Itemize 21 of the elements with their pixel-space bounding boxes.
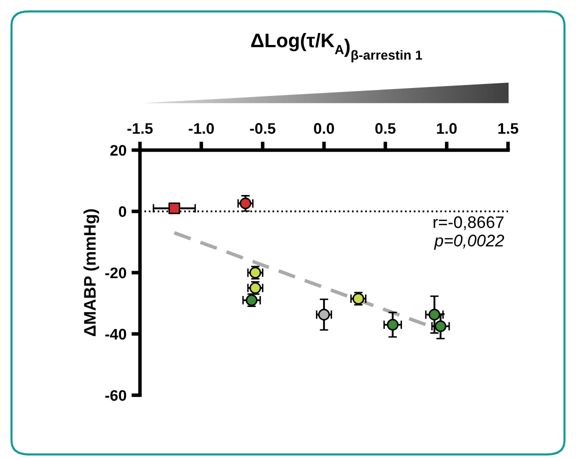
y-axis-title: ΔMABP (mmHg) <box>84 209 100 336</box>
x-tick-label: 1.5 <box>498 123 518 134</box>
y-tick-label: 20 <box>110 144 126 156</box>
point <box>168 202 180 214</box>
x-tick-label: 1.0 <box>437 123 457 134</box>
point <box>240 198 252 210</box>
y-tick-label: -20 <box>105 268 126 278</box>
point <box>434 320 446 332</box>
x-tick-label: 0.5 <box>375 123 396 134</box>
x-tick-label: -1.0 <box>188 123 214 134</box>
annotation: p=0,0022 <box>434 234 504 250</box>
x-tick-label: 0.0 <box>314 123 334 134</box>
x-tick-label: -0.5 <box>250 123 276 134</box>
y-tick-label: 0 <box>118 206 126 218</box>
point <box>386 318 399 331</box>
point <box>318 308 330 320</box>
x-tick-label: -1.5 <box>127 123 153 134</box>
annotation: r=-0,8667 <box>434 216 504 230</box>
y-tick-label: -60 <box>105 390 126 401</box>
point <box>428 308 440 320</box>
y-tick-label: -40 <box>105 328 126 340</box>
